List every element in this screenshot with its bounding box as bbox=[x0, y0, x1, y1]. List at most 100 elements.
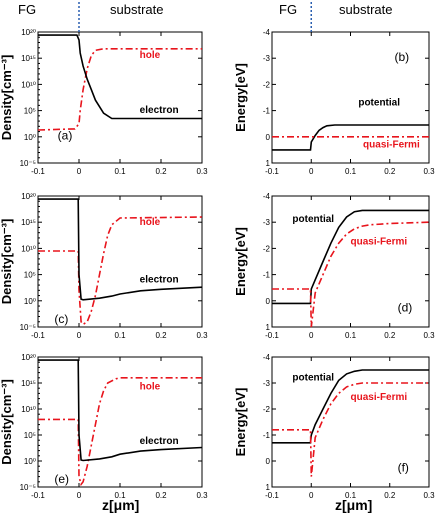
y-tick-label: -2 bbox=[263, 244, 271, 253]
y-axis-label: Energy[eV] bbox=[233, 63, 248, 132]
x-tick-label: 0.2 bbox=[384, 491, 396, 500]
panel-label: (b) bbox=[394, 50, 409, 64]
x-tick-label: 0.1 bbox=[114, 331, 126, 340]
y-tick-label: 10⁰ bbox=[24, 133, 36, 142]
y-tick-label: 10⁻⁵ bbox=[20, 483, 36, 492]
chart-panel-6: -0.1 0 0.1 0.2 0.3 -4 -3 -2 -1 0 1 potential quasi-F… bbox=[233, 353, 435, 500]
x-tick-label: 0.2 bbox=[155, 331, 167, 340]
y-axis-label: Density[cm⁻³] bbox=[0, 219, 14, 305]
x-tick-label: 0.2 bbox=[155, 491, 167, 500]
series-line-electron bbox=[38, 198, 203, 301]
series-line-electron bbox=[38, 34, 202, 120]
series-label: electron bbox=[140, 105, 179, 116]
y-tick-label: 10⁵ bbox=[24, 107, 36, 116]
y-tick-label: 0 bbox=[266, 297, 271, 306]
x-tick-label: -0.1 bbox=[31, 167, 45, 176]
chart-panel-3: -0.1 0 0.1 0.2 0.3 10⁻⁵ 10⁰ 10⁵ 10¹⁰ 10¹⁵ 10²⁰ hole… bbox=[0, 192, 208, 340]
y-tick-label: 10⁻⁵ bbox=[20, 159, 36, 168]
y-tick-label: 10⁻⁵ bbox=[20, 323, 36, 332]
y-tick-label: 10¹⁵ bbox=[21, 218, 36, 227]
y-tick-label: -3 bbox=[263, 379, 271, 388]
x-axis-label-right: z[μm] bbox=[335, 497, 373, 513]
x-tick-label: -0.1 bbox=[31, 491, 45, 500]
y-tick-label: 10⁵ bbox=[24, 431, 36, 440]
chart-panel-5: -0.1 0 0.1 0.2 0.3 10⁻⁵ 10⁰ 10⁵ 10¹⁰ 10¹⁵ 10²⁰ hole… bbox=[0, 353, 208, 500]
y-tick-label: 10¹⁵ bbox=[21, 54, 36, 63]
series-line-hole bbox=[38, 376, 202, 487]
x-tick-label: 0.3 bbox=[423, 331, 435, 340]
right-substrate-header: substrate bbox=[339, 2, 393, 17]
x-tick-label: -0.1 bbox=[265, 331, 279, 340]
y-tick-label: -1 bbox=[263, 271, 271, 280]
x-tick-label: 0 bbox=[77, 331, 82, 340]
x-tick-label: 0.1 bbox=[345, 167, 357, 176]
left-substrate-header: substrate bbox=[110, 2, 164, 17]
x-tick-label: 0 bbox=[77, 167, 82, 176]
series-label: electron bbox=[140, 274, 179, 285]
chart-panel-1: -0.1 0 0.1 0.2 0.3 10⁻⁵ 10⁰ 10⁵ 10¹⁰ 10¹⁵ 10²⁰ hole… bbox=[0, 28, 208, 176]
y-tick-label: 10²⁰ bbox=[21, 192, 36, 201]
series-label: quasi-Fermi bbox=[363, 139, 420, 150]
series-label: hole bbox=[140, 50, 161, 61]
y-tick-label: 10⁰ bbox=[24, 457, 36, 466]
y-tick-label: -2 bbox=[263, 80, 271, 89]
x-tick-label: 0.1 bbox=[114, 167, 126, 176]
x-tick-label: 0.1 bbox=[114, 491, 126, 500]
y-tick-label: 10¹⁵ bbox=[21, 379, 36, 388]
series-label: quasi-Fermi bbox=[351, 392, 408, 403]
x-tick-label: 0.2 bbox=[155, 167, 167, 176]
panel-label: (c) bbox=[54, 312, 68, 326]
series-label: potential bbox=[358, 97, 400, 108]
x-tick-label: 0 bbox=[309, 491, 314, 500]
chart-panel-4: -0.1 0 0.1 0.2 0.3 -4 -3 -2 -1 0 1 potential quasi-F… bbox=[233, 192, 435, 340]
x-axis-label-left: z[μm] bbox=[102, 497, 140, 513]
y-tick-label: -4 bbox=[263, 353, 271, 362]
series-line-quasi-fermi bbox=[272, 382, 429, 477]
series-label: quasi-Fermi bbox=[351, 236, 408, 247]
series-label: potential bbox=[292, 372, 334, 383]
y-tick-label: -3 bbox=[263, 218, 271, 227]
left-fg-header: FG bbox=[18, 2, 37, 17]
series-label: hole bbox=[140, 217, 161, 228]
y-tick-label: -1 bbox=[263, 431, 271, 440]
x-tick-label: 0 bbox=[309, 331, 314, 340]
x-tick-label: 0 bbox=[77, 491, 82, 500]
panel-label: (f) bbox=[398, 460, 409, 474]
y-tick-label: 10⁵ bbox=[24, 271, 36, 280]
plot-frame bbox=[37, 31, 203, 164]
y-tick-label: -4 bbox=[263, 28, 271, 37]
x-tick-label: 0.3 bbox=[196, 491, 208, 500]
y-tick-label: 10⁰ bbox=[24, 297, 36, 306]
panel-label: (e) bbox=[54, 472, 69, 486]
y-tick-label: -2 bbox=[263, 405, 271, 414]
x-tick-label: 0.3 bbox=[196, 167, 208, 176]
plot-frame bbox=[37, 195, 203, 328]
right-fg-header: FG bbox=[279, 2, 298, 17]
y-tick-label: 10¹⁰ bbox=[21, 244, 36, 253]
y-axis-label: Energy[eV] bbox=[233, 227, 248, 296]
x-tick-label: 0.3 bbox=[423, 167, 435, 176]
series-line-electron bbox=[38, 359, 203, 462]
y-tick-label: -4 bbox=[263, 192, 271, 201]
y-tick-label: -3 bbox=[263, 54, 271, 63]
x-tick-label: 0.3 bbox=[196, 331, 208, 340]
x-tick-label: -0.1 bbox=[31, 331, 45, 340]
y-tick-label: -1 bbox=[263, 107, 271, 116]
panel-label: (a) bbox=[58, 128, 73, 142]
y-axis-label: Energy[eV] bbox=[233, 388, 248, 457]
y-tick-label: 1 bbox=[266, 159, 271, 168]
x-tick-label: 0.3 bbox=[423, 491, 435, 500]
y-tick-label: 10¹⁰ bbox=[21, 80, 36, 89]
series-line-potential bbox=[272, 124, 429, 151]
y-tick-label: 10¹⁰ bbox=[21, 405, 36, 414]
plot-frame bbox=[37, 356, 203, 488]
x-tick-label: 0 bbox=[309, 167, 314, 176]
x-tick-label: 0.2 bbox=[384, 167, 396, 176]
series-line-hole bbox=[38, 216, 203, 326]
x-tick-label: 0.1 bbox=[345, 331, 357, 340]
series-line-quasi-fermi bbox=[272, 221, 430, 328]
y-tick-label: 10²⁰ bbox=[21, 28, 36, 37]
y-tick-label: 10²⁰ bbox=[21, 353, 36, 362]
y-tick-label: 1 bbox=[266, 323, 271, 332]
panel-label: (d) bbox=[398, 300, 413, 314]
